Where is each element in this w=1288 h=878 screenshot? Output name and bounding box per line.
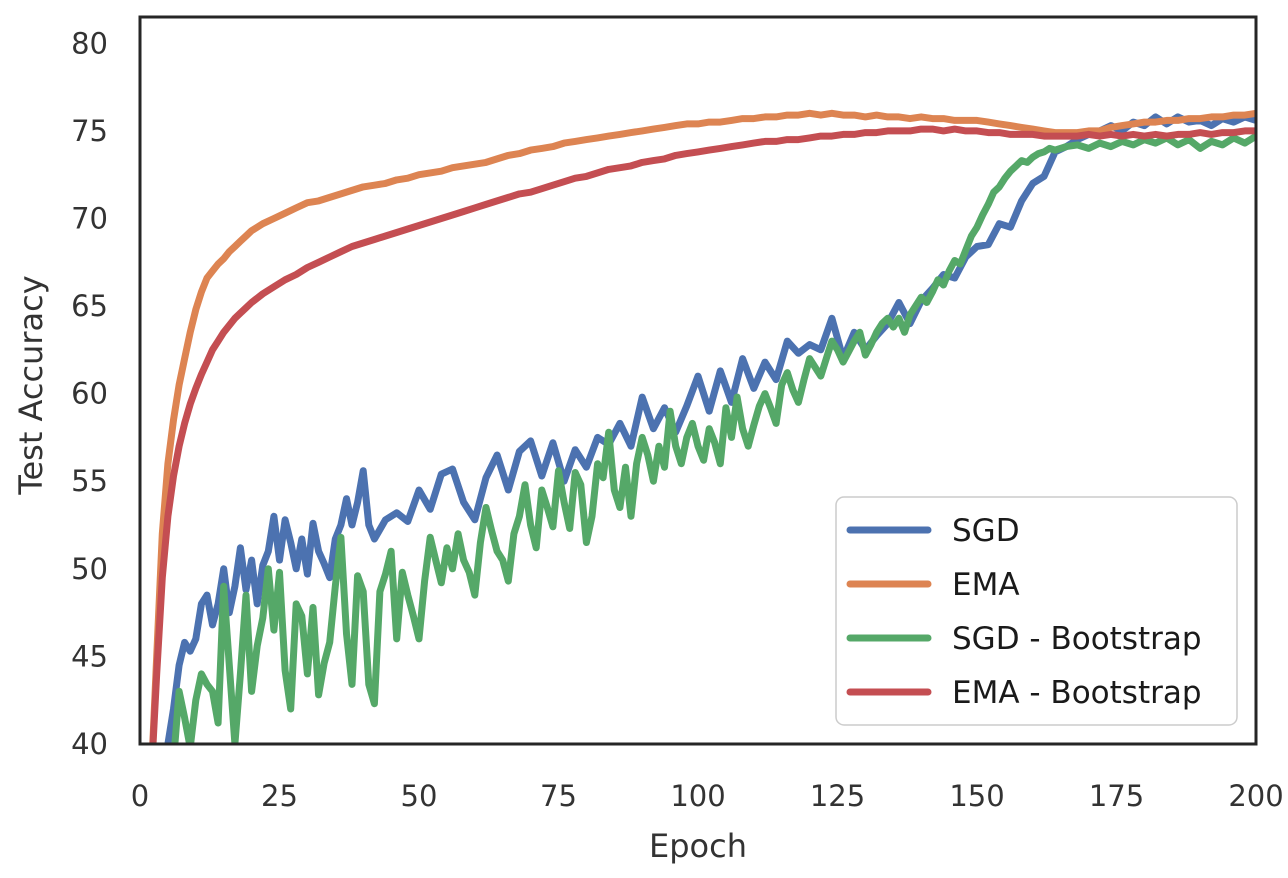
series-layer [149,109,1256,744]
y-tick-label-65: 65 [71,289,108,323]
legend-label-ema-bootstrap: EMA - Bootstrap [952,675,1202,711]
x-tick-label-0: 0 [131,779,149,813]
series-line-ema-bootstrap [149,125,1256,744]
y-axis-label: Test Accuracy [12,275,50,495]
y-axis-ticks: 40 45 50 55 60 65 70 75 80 [71,26,108,761]
y-tick-label-75: 75 [71,114,108,148]
legend: SGD EMA SGD - Bootstrap EMA - Bootstrap [835,496,1238,726]
series-line-sgd-bootstrap [171,132,1256,744]
x-tick-label-50: 50 [401,779,438,813]
legend-box [835,496,1238,726]
y-tick-label-40: 40 [71,727,108,761]
y-tick-label-70: 70 [71,201,108,235]
x-tick-label-75: 75 [540,779,577,813]
series-line-sgd [164,113,1256,744]
y-tick-label-80: 80 [71,26,108,60]
x-tick-label-200: 200 [1228,779,1283,813]
y-tick-label-60: 60 [71,377,108,411]
x-tick-label-25: 25 [261,779,298,813]
y-tick-label-50: 50 [71,552,108,586]
x-axis-label: Epoch [649,827,747,865]
x-tick-label-150: 150 [949,779,1004,813]
x-tick-label-125: 125 [810,779,865,813]
x-axis-ticks: 0 25 50 75 100 125 150 175 200 [131,779,1284,813]
y-tick-label-55: 55 [71,464,108,498]
plot-frame [138,15,1258,746]
legend-label-sgd-bootstrap: SGD - Bootstrap [952,621,1202,657]
legend-label-sgd: SGD [952,513,1020,549]
y-tick-label-45: 45 [71,639,108,673]
x-tick-label-175: 175 [1089,779,1144,813]
x-tick-label-100: 100 [670,779,725,813]
legend-label-ema: EMA [952,567,1020,603]
